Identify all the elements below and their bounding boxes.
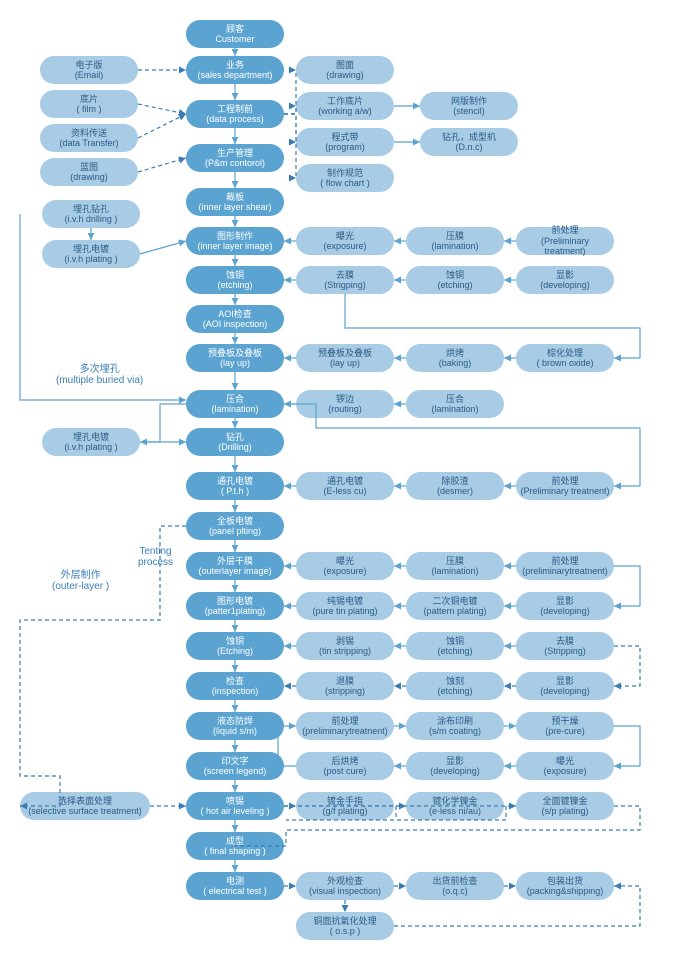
node-drawL: 蓝图 (drawing) bbox=[40, 158, 138, 186]
node-spplate: 全面镀镍金 (s/p plating) bbox=[516, 792, 614, 820]
node-etch2: 蚀铜 (Etching) bbox=[186, 632, 284, 660]
node-email: 电子版 (Email) bbox=[40, 56, 138, 84]
node-drill: 钻孔 (Drilling) bbox=[186, 428, 284, 456]
node-route: 锣边 (routing) bbox=[296, 390, 394, 418]
node-etch1: 蚀铜 (etching) bbox=[186, 266, 284, 294]
node-visinsp: 外观检查 (visual inspection) bbox=[296, 872, 394, 900]
node-gfplate: 镀金手指 (g/f plating) bbox=[296, 792, 394, 820]
node-hal: 喷锡 ( hot air leveling ) bbox=[186, 792, 284, 820]
node-desmear: 除胶渣 (desmer) bbox=[406, 472, 504, 500]
node-workaw: 工作底片 (working a/w) bbox=[296, 92, 394, 120]
annotation-label: 外层制作 (outer-layer ) bbox=[52, 566, 109, 592]
node-lam4: 压膜 (lamination) bbox=[406, 552, 504, 580]
node-layupR: 预叠板及叠板 (lay up) bbox=[296, 344, 394, 372]
node-dnc: 钻孔，成型机 (D.n.c) bbox=[420, 128, 518, 156]
node-tinplate: 纯锡电镀 (pure tin plating) bbox=[296, 592, 394, 620]
node-innerimg: 图形制作 (inner layer image) bbox=[186, 227, 284, 255]
node-pack: 包装出货 (packing&shipping) bbox=[516, 872, 614, 900]
node-eniau: 镀化学镍金 (e-less ni/au) bbox=[406, 792, 504, 820]
node-drawR: 图面 (drawing) bbox=[296, 56, 394, 84]
node-pretreat4: 前处理 (preliminarytreatnent) bbox=[296, 712, 394, 740]
node-selsurf: 选择表面处理 (selective surface treatment) bbox=[20, 792, 150, 820]
node-etchC: 蚀刻 (etching) bbox=[406, 672, 504, 700]
node-precure: 预干燥 (pre-cure) bbox=[516, 712, 614, 740]
node-ivhplate2: 埋孔电镀 (i.v.h plating ) bbox=[42, 428, 140, 456]
node-outerimg: 外层干膜 (outerlayer image) bbox=[186, 552, 284, 580]
node-pretreat1: 前处理 (Preliminary treatment) bbox=[516, 227, 614, 255]
node-panelplate: 全板电镀 (panel plting) bbox=[186, 512, 284, 540]
node-dataproc: 工程制前 (data process) bbox=[186, 100, 284, 128]
node-lam2: 压膜 (lamination) bbox=[406, 227, 504, 255]
node-lam1: 压合 (lamination) bbox=[186, 390, 284, 418]
node-etchB: 蚀铜 (etching) bbox=[406, 632, 504, 660]
node-osp: 铜面抗氧化处理 ( o.s.p ) bbox=[296, 912, 394, 940]
node-layup: 预叠板及叠板 (lay up) bbox=[186, 344, 284, 372]
node-dtrans: 资料传送 (data Transfer) bbox=[40, 124, 138, 152]
node-pretreat3: 前处理 (preliminarytreatnent) bbox=[516, 552, 614, 580]
node-liqsm: 液态防焊 (liquid s/m) bbox=[186, 712, 284, 740]
node-dev1: 显影 (developing) bbox=[516, 266, 614, 294]
node-dev4: 显影 (developing) bbox=[406, 752, 504, 780]
node-legend: 印文字 (screen legend) bbox=[186, 752, 284, 780]
node-postcure: 后烘烤 (post cure) bbox=[296, 752, 394, 780]
node-exp2: 曝光 (exposure) bbox=[296, 552, 394, 580]
node-aoi: AOI检查 (AOI inspection) bbox=[186, 305, 284, 333]
node-etest: 电测 ( electrical test ) bbox=[186, 872, 284, 900]
annotation-label: Tenting process bbox=[138, 546, 173, 568]
node-shear: 裁板 (inner layer shear) bbox=[186, 188, 284, 216]
node-pmctrl: 生产管理 (P&m contorol) bbox=[186, 144, 284, 172]
node-shape: 成型 ( final shaping ) bbox=[186, 832, 284, 860]
node-ivhplate1: 埋孔电镀 (i.v.h plating ) bbox=[42, 240, 140, 268]
node-sales: 业务 (sales department) bbox=[186, 56, 284, 84]
node-lam3: 压合 (lamination) bbox=[406, 390, 504, 418]
node-exp1: 曝光 (exposure) bbox=[296, 227, 394, 255]
node-exp3: 曝光 (exposure) bbox=[516, 752, 614, 780]
node-stencil: 网版制作 (stencil) bbox=[420, 92, 518, 120]
node-film: 底片 ( film ) bbox=[40, 90, 138, 118]
flowchart-canvas: 顾客 Customer 业务 (sales department) 工程制前 (da… bbox=[0, 0, 690, 958]
node-pretreat2: 前处理 (Preliminary treatnent) bbox=[516, 472, 614, 500]
node-oqc: 出货前检查 (o.q.c) bbox=[406, 872, 504, 900]
node-strip2: 去膜 (Stripping) bbox=[516, 632, 614, 660]
node-customer: 顾客 Customer bbox=[186, 20, 284, 48]
node-ivhdrill: 埋孔钻孔 (i.v.h drilling ) bbox=[42, 200, 140, 228]
node-smcoat: 涂布印刷 (s/m coating) bbox=[406, 712, 504, 740]
annotation-label: 多次埋孔 (multiple buried via) bbox=[56, 360, 143, 386]
node-pth: 通孔电镀 ( P.t.h ) bbox=[186, 472, 284, 500]
node-elesscu: 通孔电镀 (E-less cu) bbox=[296, 472, 394, 500]
node-tinstrip: 剥锡 (tin stripping) bbox=[296, 632, 394, 660]
node-pattplate2: 二次铜电镀 (pattern plating) bbox=[406, 592, 504, 620]
node-program: 程式带 (program) bbox=[296, 128, 394, 156]
node-brownox: 棕化处理 ( brown oxide) bbox=[516, 344, 614, 372]
node-insp: 检查 (inspection) bbox=[186, 672, 284, 700]
node-dev3: 显影 (developing) bbox=[516, 672, 614, 700]
node-flowchart: 制作规范 ( flow chart ) bbox=[296, 164, 394, 192]
node-dev2: 显影 (developing) bbox=[516, 592, 614, 620]
node-pattplate: 图形电镀 (patter1plating) bbox=[186, 592, 284, 620]
node-etchA: 蚀铜 (etching) bbox=[406, 266, 504, 294]
node-strip3: 退膜 (stripping) bbox=[296, 672, 394, 700]
node-strip1: 去膜 (Strigping) bbox=[296, 266, 394, 294]
node-bake1: 烘烤 (baking) bbox=[406, 344, 504, 372]
